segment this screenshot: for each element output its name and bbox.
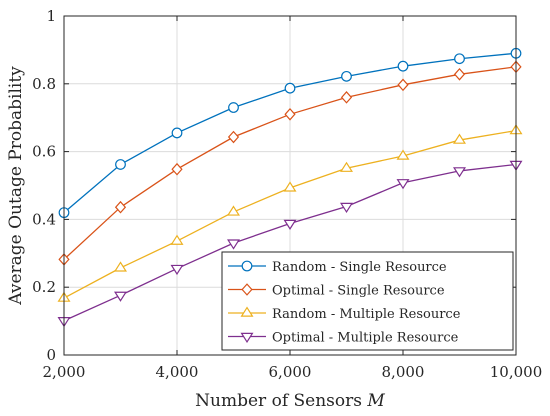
legend-label: Optimal - Multiple Resource (272, 331, 459, 346)
y-axis-label: Average Outage Probability (6, 66, 26, 306)
data-point (171, 162, 183, 176)
data-point (283, 219, 297, 230)
data-point (454, 53, 465, 65)
data-point (170, 234, 184, 245)
legend-marker (240, 306, 254, 317)
data-point (227, 205, 240, 216)
data-point (453, 133, 466, 144)
data-point (284, 108, 296, 121)
x-tick-label: 2,000 (43, 363, 86, 381)
data-point (340, 161, 353, 172)
y-tick-label: 0.4 (32, 210, 56, 228)
legend-entry: Optimal - Single Resource (228, 283, 445, 299)
data-point (115, 159, 126, 170)
legend-entry: Random - Multiple Resource (228, 306, 461, 322)
legend-entry: Optimal - Multiple Resource (228, 331, 459, 346)
data-point (227, 239, 240, 250)
x-tick-label: 6,000 (269, 363, 312, 381)
series-4 (57, 160, 523, 328)
data-point (396, 149, 410, 160)
x-axis-label: Number of Sensors M (195, 391, 385, 411)
data-point (170, 264, 184, 276)
data-point (453, 68, 466, 81)
legend-marker (240, 332, 254, 344)
data-point (114, 261, 127, 272)
y-tick-label: 0.8 (32, 75, 56, 93)
data-point (453, 167, 466, 178)
x-tick-label: 8,000 (382, 363, 425, 381)
data-point (114, 291, 127, 302)
legend-label: Random - Multiple Resource (272, 307, 461, 322)
legend-marker (241, 260, 253, 272)
x-tick-label: 10,000 (490, 363, 543, 381)
legend-entry: Random - Single Resource (228, 260, 447, 275)
data-point (340, 91, 353, 104)
legend-label: Optimal - Single Resource (272, 284, 445, 299)
data-point (114, 200, 127, 214)
ticks: 2,000 4,000 6,000 8,000 10,000 0 0.2 0.4 0.6 0.8 1 (32, 7, 542, 381)
legend-label: Random - Single Resource (272, 260, 447, 275)
y-tick-label: 0.6 (32, 143, 56, 161)
x-tick-label: 4,000 (156, 363, 199, 381)
data-point (227, 130, 240, 144)
legend-box (221, 251, 514, 351)
y-tick-label: 0 (46, 346, 56, 364)
data-point (397, 60, 409, 72)
data-point (396, 179, 410, 190)
series-3 (57, 124, 523, 302)
y-tick-label: 0.2 (32, 278, 56, 296)
data-point (284, 82, 296, 94)
data-point (397, 78, 409, 92)
axis-labels: Number of Sensors M Average Outage Probab… (6, 66, 385, 411)
data-point (228, 102, 239, 113)
y-tick-label: 1 (46, 7, 56, 25)
legend-marker (241, 283, 253, 296)
data-point (171, 127, 183, 139)
data-point (283, 181, 297, 192)
data-point (340, 202, 353, 214)
legend: Random - Single Resource Optimal - Single… (221, 251, 514, 351)
data-point (341, 70, 352, 82)
